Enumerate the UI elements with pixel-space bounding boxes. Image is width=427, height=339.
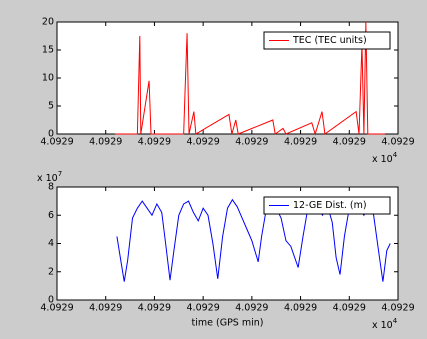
data-line xyxy=(114,21,385,136)
x-tick-label: 4.0929 xyxy=(138,137,171,148)
x-axis-label: time (GPS min) xyxy=(192,318,264,329)
y-tick-label: 15 xyxy=(42,45,54,56)
x-tick-label: 4.0929 xyxy=(284,303,317,314)
axis-multiplier: x 104 xyxy=(372,151,398,165)
data-line xyxy=(116,198,391,282)
x-tick-label: 4.0929 xyxy=(235,137,268,148)
x-tick-label: 4.0929 xyxy=(89,137,122,148)
x-tick-label: 4.0929 xyxy=(235,303,268,314)
x-tick-label: 4.0929 xyxy=(381,303,414,314)
y-tick-label: 0 xyxy=(48,295,54,306)
y-tick-label: 10 xyxy=(42,73,54,84)
x-tick-label: 4.0929 xyxy=(89,303,122,314)
x-tick-label: 4.0929 xyxy=(333,137,366,148)
y-tick-label: 4 xyxy=(48,238,54,249)
legend-box xyxy=(263,196,391,215)
x-tick-label: 4.0929 xyxy=(40,303,73,314)
y-tick-label: 20 xyxy=(42,17,54,28)
multiplier-exponent: 7 xyxy=(58,170,62,178)
x-tick-label: 4.0929 xyxy=(138,303,171,314)
legend-box xyxy=(263,31,391,50)
x-tick-label: 4.0929 xyxy=(381,137,414,148)
legend-label: TEC (TEC units) xyxy=(292,35,367,46)
legend: 12-GE Dist. (m) xyxy=(263,196,391,215)
multiplier-base: x 10 xyxy=(37,173,58,184)
legend-label: 12-GE Dist. (m) xyxy=(293,200,367,211)
y-tick-label: 5 xyxy=(48,101,54,112)
x-tick-label: 4.0929 xyxy=(187,137,220,148)
x-tick-label: 4.0929 xyxy=(333,303,366,314)
y-tick-label: 0 xyxy=(48,129,54,140)
axis-multiplier: x 104 xyxy=(372,317,398,331)
multiplier-base: x 10 xyxy=(372,320,393,331)
multiplier-exponent: 4 xyxy=(393,317,398,325)
x-tick-label: 4.0929 xyxy=(187,303,220,314)
y-tick-label: 8 xyxy=(48,182,54,193)
y-tick-label: 6 xyxy=(48,210,54,221)
multiplier-exponent: 4 xyxy=(393,151,398,159)
y-tick-label: 2 xyxy=(48,266,54,277)
axis-multiplier: x 107 xyxy=(37,170,62,184)
x-tick-label: 4.0929 xyxy=(284,137,317,148)
x-tick-label: 4.0929 xyxy=(40,137,73,148)
multiplier-base: x 10 xyxy=(372,154,393,165)
legend: TEC (TEC units) xyxy=(263,31,391,50)
